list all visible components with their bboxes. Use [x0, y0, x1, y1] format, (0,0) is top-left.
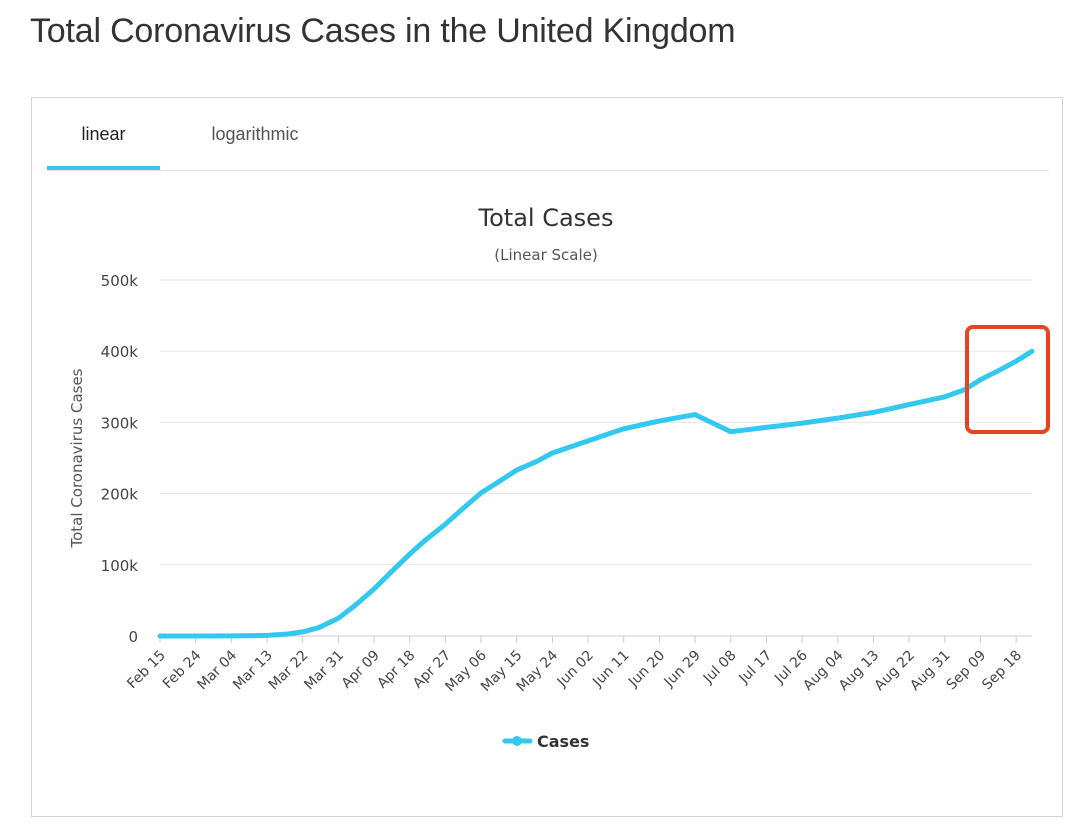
series-cases [157, 348, 1035, 639]
x-tick-label: Jun 29 [661, 648, 704, 691]
y-tick-label: 200k [101, 486, 139, 504]
chart-subtitle: (Linear Scale) [494, 246, 597, 264]
y-tick-label: 300k [101, 414, 139, 432]
tab-logarithmic[interactable]: logarithmic [211, 123, 299, 144]
x-tick-label: Aug 31 [907, 648, 953, 694]
legend[interactable]: Cases [502, 732, 589, 751]
y-tick-label: 400k [101, 343, 139, 361]
x-tick-label: Apr 09 [339, 648, 383, 692]
x-tick-label: Sep 18 [979, 648, 1025, 694]
y-tick-label: 500k [101, 272, 139, 290]
scale-tabs: linear logarithmic [47, 98, 1049, 171]
legend-marker-icon [512, 736, 522, 746]
tab-linear[interactable]: linear [47, 98, 160, 170]
y-tick-label: 100k [101, 557, 139, 575]
chart-title: Total Cases [478, 204, 614, 232]
y-axis-ticks: 0 100k 200k 300k 400k 500k [101, 272, 139, 646]
highlight-box [965, 325, 1050, 434]
x-tick-label: Feb 15 [124, 648, 169, 693]
x-tick-label: Jun 02 [554, 648, 597, 691]
x-tick-label: Mar 31 [301, 648, 347, 694]
grid-lines [160, 279, 1032, 637]
y-axis-label: Total Coronavirus Cases [68, 368, 86, 548]
page-title: Total Coronavirus Cases in the United Ki… [30, 12, 736, 50]
x-tick-label: Jul 17 [736, 648, 776, 688]
y-tick-label: 0 [128, 628, 138, 646]
x-tick-label: Jun 20 [625, 648, 668, 691]
legend-label-cases[interactable]: Cases [537, 732, 589, 751]
series-line-cases [157, 348, 1035, 639]
x-tick-label: Jul 08 [700, 648, 740, 688]
x-tick-label: Apr 18 [374, 648, 418, 692]
x-tick-label: Jun 11 [589, 648, 632, 691]
